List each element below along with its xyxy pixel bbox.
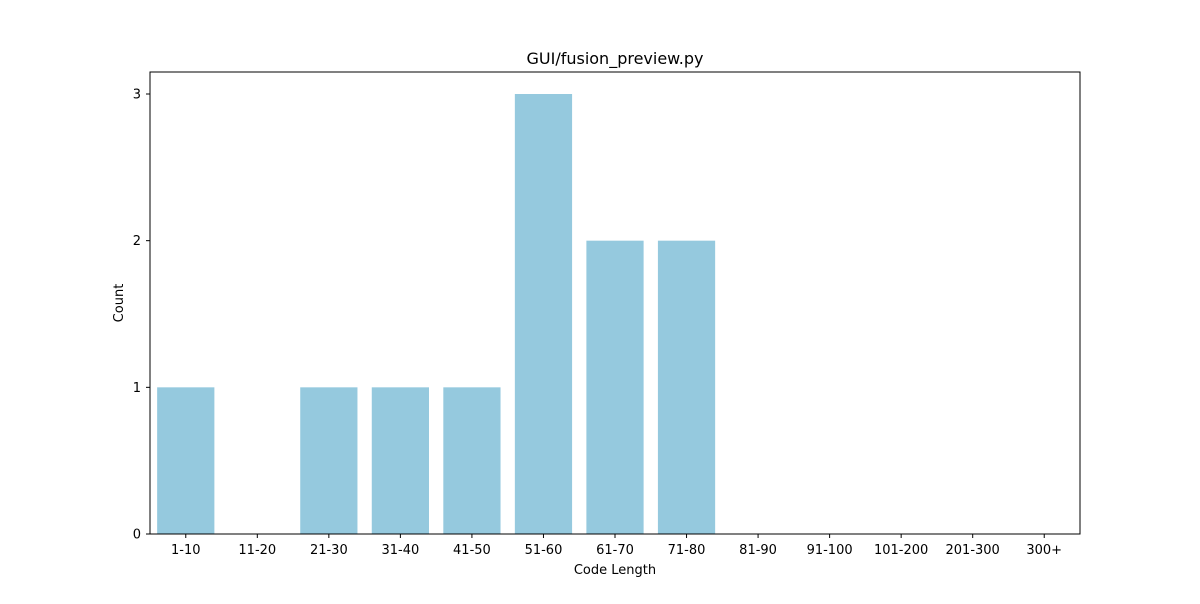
x-tick-label: 31-40 bbox=[381, 543, 419, 558]
x-tick-label: 51-60 bbox=[525, 543, 563, 558]
x-tick-label: 1-10 bbox=[171, 543, 201, 558]
x-tick-label: 91-100 bbox=[807, 543, 853, 558]
bar-51-60 bbox=[514, 94, 573, 534]
x-tick-label: 300+ bbox=[1026, 543, 1062, 558]
bar-71-80 bbox=[657, 240, 716, 535]
y-tick-label: 2 bbox=[133, 234, 141, 249]
bar-31-40 bbox=[371, 387, 429, 534]
x-tick-label: 101-200 bbox=[874, 543, 928, 558]
x-tick-label: 201-300 bbox=[946, 543, 1000, 558]
x-axis: 1-10 11-20 21-30 31-40 41-50 51-60 61-70 71-80 8… bbox=[171, 534, 1062, 558]
y-tick-label: 3 bbox=[133, 88, 141, 103]
bar-61-70 bbox=[586, 240, 644, 535]
y-axis: 0 1 2 3 bbox=[133, 88, 150, 543]
y-tick-label: 1 bbox=[133, 381, 141, 396]
y-tick-label: 0 bbox=[133, 528, 141, 543]
bar-1-10 bbox=[157, 387, 215, 534]
x-tick-label: 41-50 bbox=[453, 543, 491, 558]
x-axis-label: Code Length bbox=[574, 563, 656, 578]
x-tick-label: 71-80 bbox=[668, 543, 706, 558]
bar-41-50 bbox=[443, 387, 501, 534]
x-tick-label: 61-70 bbox=[596, 543, 634, 558]
y-axis-label: Count bbox=[112, 284, 127, 323]
x-tick-label: 21-30 bbox=[310, 543, 348, 558]
x-tick-label: 81-90 bbox=[739, 543, 777, 558]
bars-layer bbox=[157, 94, 716, 535]
chart-title: GUI/fusion_preview.py bbox=[526, 49, 703, 69]
bar-21-30 bbox=[300, 387, 358, 534]
x-tick-label: 11-20 bbox=[238, 543, 276, 558]
